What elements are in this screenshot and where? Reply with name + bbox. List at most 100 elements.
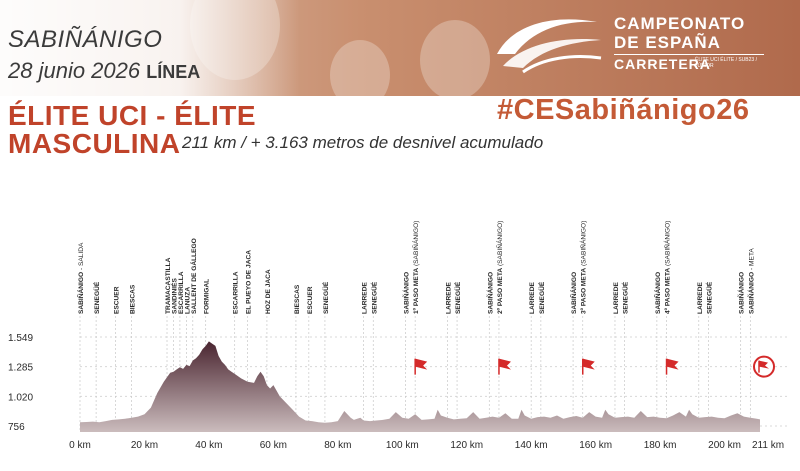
location-name: 4º PASO META — [665, 268, 672, 314]
x-axis-ticks: 0 km 20 km 40 km 60 km 80 km 100 km 120 km 140 … — [69, 440, 784, 451]
location-label: SANDINIÉS — [169, 277, 178, 314]
race-title-line2: MASCULINA — [8, 128, 181, 159]
location-name: LANUZA — [184, 287, 191, 314]
logo-subtext: ÉLITE UCI ÉLITE / SUB23 / JÚNIOR — [695, 57, 757, 69]
x-tick-label: 180 km — [644, 440, 677, 451]
location-name: SENEGÜÉ — [453, 281, 462, 314]
elevation-area — [80, 341, 760, 432]
elevation-profile-chart: SABIÑÁNIGO - SALIDA SENEGÜÉ ESCUER BIESCAS T… — [8, 221, 790, 451]
location-label: LARREDE — [697, 282, 704, 314]
city-name: SABIÑÁNIGO — [8, 26, 163, 53]
location-name: ESCARRILLA — [178, 271, 185, 314]
location-name: LARREDE — [362, 282, 369, 314]
location-name: SENEGÜÉ — [537, 281, 546, 314]
x-tick-label: 40 km — [195, 440, 222, 451]
race-title-line1: ÉLITE UCI - ÉLITE — [8, 100, 257, 131]
x-tick-label: 60 km — [260, 440, 287, 451]
y-tick-label: 1.285 — [8, 363, 33, 374]
location-name: SENEGÜÉ — [704, 281, 713, 314]
logo-divider — [614, 54, 764, 55]
location-name: BIESCAS — [294, 284, 301, 314]
location-suffix: (SABIÑÁNIGO) — [663, 221, 672, 268]
location-label: SENEGÜÉ — [92, 281, 101, 314]
location-name: HOZ DE JACA — [265, 269, 272, 314]
location-label: SABIÑÁNIGO - META — [746, 248, 755, 314]
location-name: LARREDE — [613, 282, 620, 314]
location-name: SENEGÜÉ — [321, 281, 330, 314]
x-tick-label: 200 km — [708, 440, 741, 451]
location-label: 1º PASO META (SABIÑÁNIGO) — [411, 221, 420, 314]
location-label: SENEGÜÉ — [321, 281, 330, 314]
location-label: BIESCAS — [130, 284, 137, 314]
date-value: 28 junio 2026 — [8, 58, 141, 83]
location-label: HOZ DE JACA — [265, 269, 272, 314]
rider-photo — [420, 20, 490, 96]
flag-icon — [498, 358, 511, 375]
finish-flag-icon — [753, 355, 775, 378]
location-label: ESCARRILLA — [178, 271, 185, 314]
location-name: 3º PASO META — [581, 268, 588, 314]
location-label: EL PUEYO DE JACA — [246, 250, 253, 314]
location-name: SABIÑÁNIGO — [653, 272, 662, 314]
flags — [414, 355, 775, 378]
location-label: SABIÑÁNIGO — [737, 272, 746, 314]
logo-text-line2: DE ESPAÑA — [614, 33, 721, 52]
location-label: SENEGÜÉ — [704, 281, 713, 314]
location-name: SENEGÜÉ — [369, 281, 378, 314]
location-label: SABIÑÁNIGO — [569, 272, 578, 314]
location-name: 2º PASO META — [497, 268, 504, 314]
location-label: BIESCAS — [294, 284, 301, 314]
location-label: LARREDE — [445, 282, 452, 314]
location-name: SALLENT DE GÁLLEGO — [189, 238, 198, 314]
location-suffix: - SALIDA — [78, 242, 85, 272]
header-text-panel — [0, 0, 300, 96]
x-tick-label: 100 km — [386, 440, 419, 451]
location-label: 2º PASO META (SABIÑÁNIGO) — [495, 221, 504, 314]
location-name: ESCARRILLA — [233, 271, 240, 314]
x-tick-label: 120 km — [450, 440, 483, 451]
location-name: EL PUEYO DE JACA — [246, 250, 253, 314]
location-suffix: (SABIÑÁNIGO) — [579, 221, 588, 268]
flag-icon — [581, 358, 595, 375]
rider-photo — [330, 40, 390, 96]
location-name: SABIÑÁNIGO — [401, 272, 410, 314]
x-tick-label: 80 km — [324, 440, 351, 451]
location-label: LARREDE — [362, 282, 369, 314]
location-label: SENEGÜÉ — [453, 281, 462, 314]
location-name: SABIÑÁNIGO — [569, 272, 578, 314]
header-banner: SABIÑÁNIGO 28 junio 2026 LÍNEA CAMPEONAT… — [0, 0, 800, 96]
location-name: 1º PASO META — [413, 268, 420, 314]
logo-text-line3: CARRETERA — [614, 56, 711, 72]
x-tick-label: 0 km — [69, 440, 91, 451]
location-name: SABIÑÁNIGO — [737, 272, 746, 314]
location-label: LARREDE — [613, 282, 620, 314]
location-label: 4º PASO META (SABIÑÁNIGO) — [663, 221, 672, 314]
location-label: SABIÑÁNIGO — [653, 272, 662, 314]
location-label: FORMIGAL — [204, 279, 211, 314]
location-label: ESCARRILLA — [233, 271, 240, 314]
location-name: BIESCAS — [130, 284, 137, 314]
y-tick-label: 1.020 — [8, 392, 33, 403]
location-name: LARREDE — [445, 282, 452, 314]
location-name: FORMIGAL — [204, 279, 211, 314]
location-label: ESCUER — [113, 286, 120, 314]
location-label: SALLENT DE GÁLLEGO — [189, 238, 198, 314]
x-tick-label: 211 km — [752, 440, 784, 451]
location-name: ESCUER — [307, 286, 314, 314]
race-subtitle: 211 km / + 3.163 metros de desnivel acum… — [182, 133, 544, 152]
start-type: LÍNEA — [146, 62, 201, 82]
race-date: 28 junio 2026 LÍNEA — [8, 58, 200, 84]
location-name: LARREDE — [529, 282, 536, 314]
y-tick-label: 1.549 — [8, 333, 33, 344]
location-name: LARREDE — [697, 282, 704, 314]
location-name: TRAMACASTILLA — [165, 257, 172, 314]
location-labels: SABIÑÁNIGO - SALIDA SENEGÜÉ ESCUER BIESCAS T… — [76, 221, 755, 314]
location-label: ESCUER — [307, 286, 314, 314]
flag-icon — [414, 358, 428, 375]
y-tick-label: 756 — [8, 422, 25, 433]
location-suffix: (SABIÑÁNIGO) — [495, 221, 504, 268]
championship-logo-icon — [497, 19, 602, 74]
logo-text-line1: CAMPEONATO — [614, 14, 746, 33]
x-tick-label: 20 km — [131, 440, 158, 451]
location-name: SABIÑÁNIGO — [485, 272, 494, 314]
